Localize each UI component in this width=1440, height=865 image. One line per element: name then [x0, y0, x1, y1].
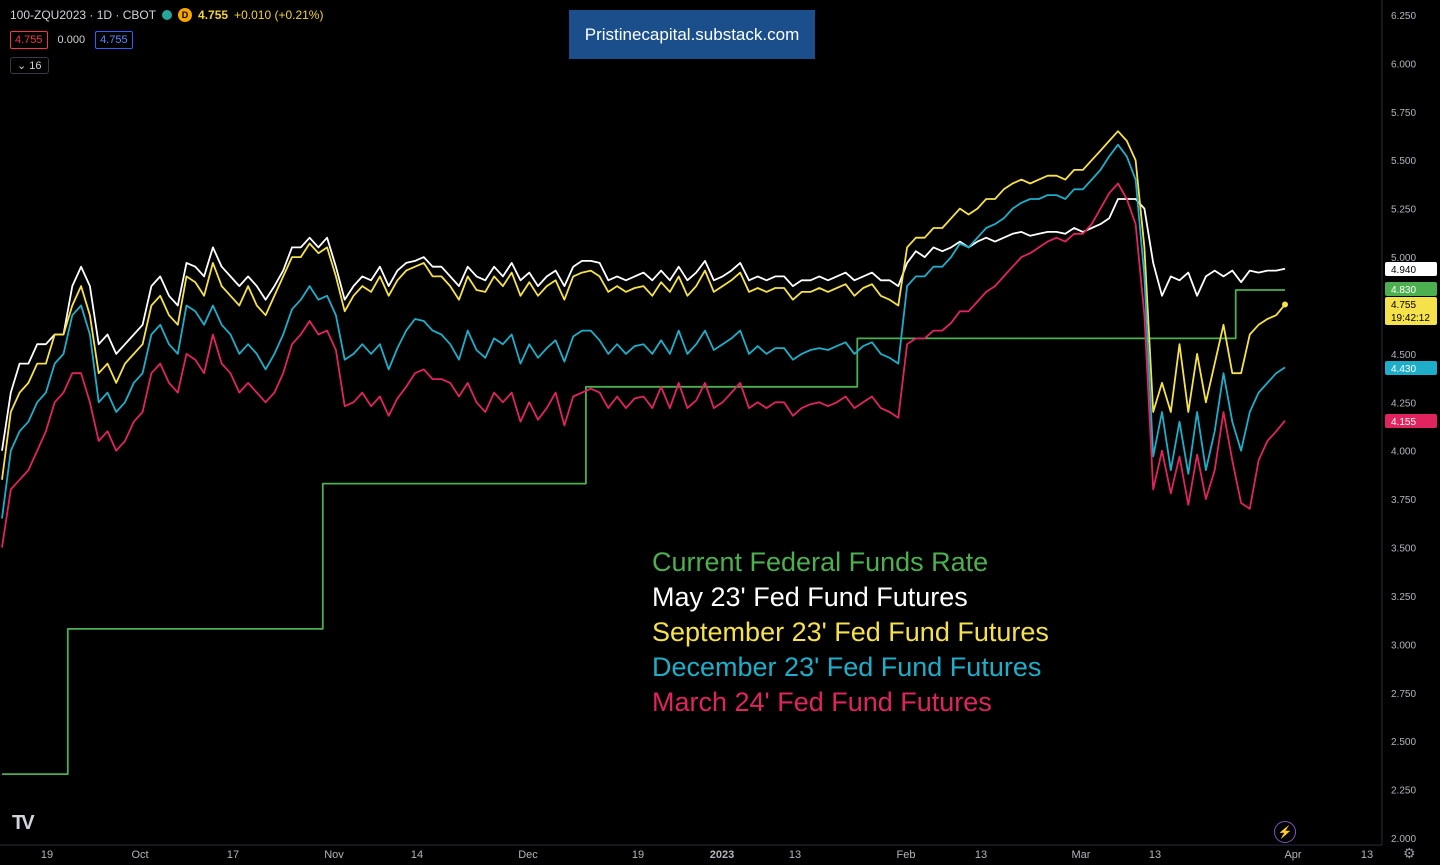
y-tick-label: 3.000: [1391, 640, 1416, 651]
y-tick-label: 5.750: [1391, 108, 1416, 119]
price-change: +0.010 (+0.21%): [234, 8, 324, 22]
x-tick-label: Dec: [518, 849, 538, 861]
x-tick-label: 17: [227, 849, 239, 861]
price-label: 4.755 19:42:12: [1385, 297, 1437, 325]
x-tick-label: Feb: [897, 849, 916, 861]
watermark-text: Pristinecapital.substack.com: [584, 24, 800, 44]
legend-item-sep-23: September 23' Fed Fund Futures: [652, 617, 1049, 647]
y-tick-label: 5.250: [1391, 205, 1416, 216]
svg-text:19:42:12: 19:42:12: [1391, 313, 1430, 324]
x-tick-label: Nov: [324, 849, 344, 861]
y-tick-label: 3.500: [1391, 544, 1416, 555]
x-tick-label: Mar: [1072, 849, 1091, 861]
y-tick-label: 2.500: [1391, 737, 1416, 748]
chevron-down-icon: ⌄: [17, 60, 27, 72]
x-tick-label: 2023: [710, 849, 734, 861]
legend-item-fed-funds-rate: Current Federal Funds Rate: [652, 547, 989, 577]
indicators-toggle[interactable]: ⌄ 16: [10, 57, 49, 74]
x-axis: 19 Oct 17 Nov 14 Dec 19 2023 13 Feb 13 Mar 13 Apr 13: [41, 849, 1373, 861]
watermark-banner: Pristinecapital.substack.com: [569, 10, 815, 59]
price-label: 4.830: [1385, 282, 1437, 296]
series-line-4: [1, 182, 1286, 548]
x-tick-label: 14: [411, 849, 423, 861]
y-tick-label: 4.000: [1391, 447, 1416, 458]
x-tick-label: Oct: [131, 849, 148, 861]
y-tick-label: 6.000: [1391, 59, 1416, 70]
svg-text:4.155: 4.155: [1391, 417, 1416, 428]
legend-item-may-23: May 23' Fed Fund Futures: [652, 582, 968, 612]
series-line-2: [1, 130, 1286, 480]
svg-text:4.830: 4.830: [1391, 285, 1416, 296]
current-price-dot: [1282, 301, 1288, 308]
x-tick-label: 19: [632, 849, 644, 861]
y-tick-label: 3.250: [1391, 592, 1416, 603]
ask-price[interactable]: 4.755: [95, 31, 133, 49]
last-price: 4.755: [198, 8, 229, 22]
x-tick-label: Apr: [1284, 849, 1301, 861]
x-tick-label: 13: [789, 849, 801, 861]
tradingview-logo[interactable]: TV: [12, 812, 34, 834]
bid-ask-row: 4.755 0.000 4.755: [10, 31, 133, 49]
indicator-count: 16: [29, 60, 42, 72]
legend-item-mar-24: March 24' Fed Fund Futures: [652, 687, 992, 717]
y-tick-label: 4.500: [1391, 350, 1416, 361]
price-label: 4.940: [1385, 262, 1437, 276]
chart-legend: Current Federal Funds Rate May 23' Fed F…: [652, 545, 1049, 720]
y-tick-label: 3.750: [1391, 495, 1416, 506]
y-tick-label: 5.000: [1391, 253, 1416, 264]
flash-icon[interactable]: ⚡: [1274, 821, 1296, 843]
x-tick-label: 19: [41, 849, 53, 861]
price-label: 4.155: [1385, 414, 1437, 428]
svg-text:4.430: 4.430: [1391, 364, 1416, 375]
x-tick-label: 13: [975, 849, 987, 861]
legend-item-dec-23: December 23' Fed Fund Futures: [652, 652, 1042, 682]
series-layer: [1, 130, 1288, 775]
y-tick-label: 2.250: [1391, 786, 1416, 797]
series-line-0: [2, 289, 1285, 775]
svg-text:4.755: 4.755: [1391, 300, 1416, 311]
y-tick-label: 4.250: [1391, 398, 1416, 409]
y-tick-label: 5.500: [1391, 156, 1416, 167]
spread-value: 0.000: [57, 34, 86, 46]
series-line-3: [1, 143, 1286, 519]
y-tick-label: 2.750: [1391, 689, 1416, 700]
y-tick-label: 2.000: [1391, 834, 1416, 845]
exchange-badge: D: [178, 8, 193, 22]
price-label: 4.430: [1385, 361, 1437, 375]
symbol-title[interactable]: 100-ZQU2023 · 1D · CBOT: [10, 8, 157, 22]
x-tick-label: 13: [1149, 849, 1161, 861]
bid-price[interactable]: 4.755: [10, 31, 48, 49]
symbol-header[interactable]: 100-ZQU2023 · 1D · CBOT D 4.755 +0.010 (…: [10, 8, 323, 22]
y-tick-label: 6.250: [1391, 11, 1416, 22]
svg-text:4.940: 4.940: [1391, 265, 1416, 276]
market-status-icon: [162, 10, 173, 20]
price-labels: 4.940 4.830 4.755 19:42:12 4.430 4.155: [1385, 262, 1437, 428]
gear-icon[interactable]: ⚙: [1403, 845, 1416, 861]
series-line-1: [1, 198, 1286, 451]
x-tick-label: 13: [1361, 849, 1373, 861]
